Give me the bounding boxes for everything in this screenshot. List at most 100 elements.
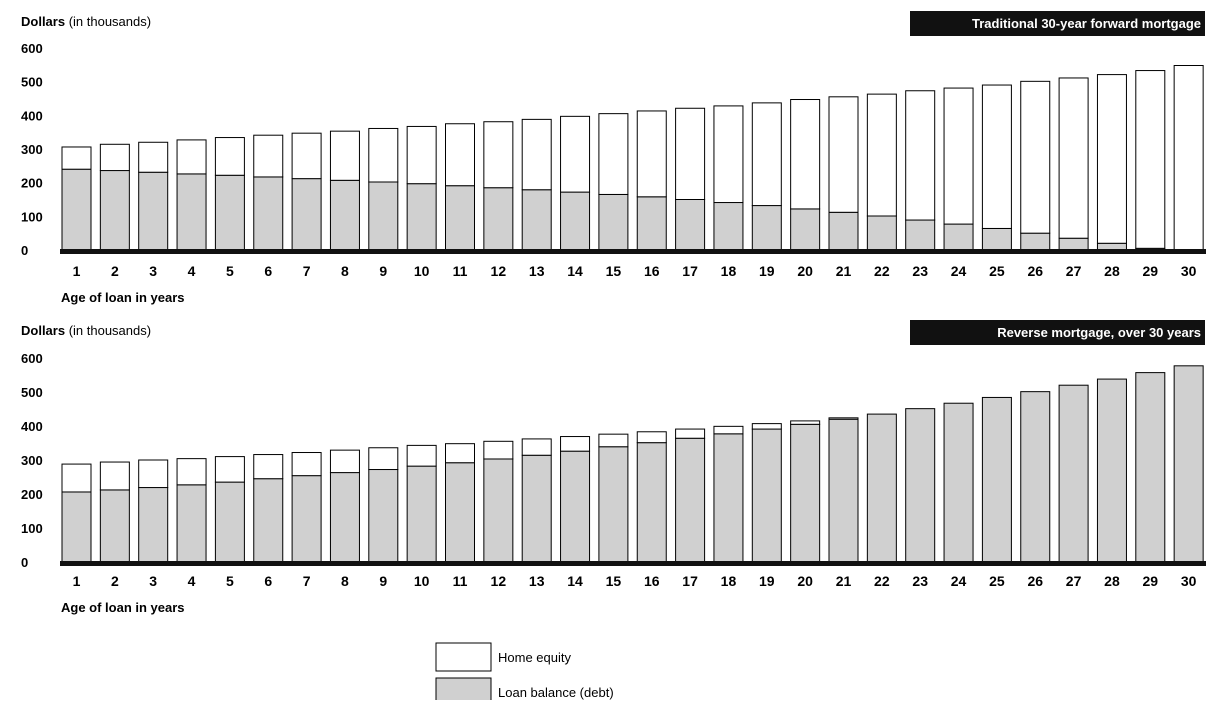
x-tick-label: 1 bbox=[73, 263, 81, 279]
bar-debt bbox=[329, 472, 360, 563]
bar-debt bbox=[828, 418, 859, 563]
bar-debt bbox=[1020, 391, 1051, 563]
bar-equity bbox=[368, 127, 399, 183]
bar-debt bbox=[214, 481, 245, 563]
bar-equity bbox=[1058, 77, 1089, 239]
x-tick-label: 27 bbox=[1066, 573, 1082, 589]
bar-equity bbox=[176, 139, 207, 175]
x-axis-title: Age of loan in years bbox=[61, 600, 185, 615]
bar-debt bbox=[368, 469, 399, 563]
bar-debt bbox=[790, 208, 821, 251]
bar-debt bbox=[445, 462, 475, 563]
x-tick-label: 24 bbox=[951, 263, 967, 279]
x-tick-label: 22 bbox=[874, 263, 890, 279]
x-tick-label: 1 bbox=[73, 573, 81, 589]
bar-equity bbox=[214, 456, 245, 483]
y-tick-label: 0 bbox=[21, 243, 28, 258]
bar-debt bbox=[1058, 384, 1089, 563]
bar-equity bbox=[445, 443, 475, 464]
bar-equity bbox=[99, 143, 130, 172]
bar-equity bbox=[675, 107, 706, 200]
x-tick-label: 3 bbox=[149, 263, 157, 279]
bar-equity bbox=[751, 102, 782, 207]
y-tick-label: 100 bbox=[21, 521, 43, 536]
x-tick-label: 19 bbox=[759, 573, 775, 589]
legend-label-equity: Home equity bbox=[498, 650, 571, 665]
bar-debt bbox=[1096, 242, 1127, 251]
bar-debt bbox=[943, 223, 974, 251]
bar-equity bbox=[406, 444, 437, 467]
bar-debt bbox=[176, 484, 207, 563]
x-tick-label: 5 bbox=[226, 263, 234, 279]
bar-equity bbox=[253, 454, 284, 480]
bar-debt bbox=[828, 211, 859, 251]
bar-debt bbox=[291, 475, 322, 563]
y-tick-label: 200 bbox=[21, 176, 43, 191]
bar-equity bbox=[713, 425, 744, 435]
x-tick-label: 20 bbox=[797, 573, 813, 589]
bar-equity bbox=[1135, 70, 1166, 249]
x-tick-label: 2 bbox=[111, 573, 119, 589]
bar-debt bbox=[981, 396, 1012, 563]
bar-equity bbox=[790, 420, 821, 425]
x-tick-label: 22 bbox=[874, 573, 890, 589]
x-tick-label: 21 bbox=[836, 263, 852, 279]
bar-equity bbox=[1173, 65, 1204, 251]
x-tick-label: 19 bbox=[759, 263, 775, 279]
bar-equity bbox=[99, 461, 130, 491]
bar-equity bbox=[675, 428, 706, 439]
x-tick-label: 26 bbox=[1027, 263, 1043, 279]
x-tick-label: 9 bbox=[379, 573, 387, 589]
bar-equity bbox=[176, 458, 207, 486]
legend-swatch-debt bbox=[435, 677, 492, 705]
bar-equity bbox=[1020, 80, 1051, 234]
x-tick-label: 15 bbox=[606, 573, 622, 589]
x-tick-label: 13 bbox=[529, 263, 545, 279]
bar-equity bbox=[560, 436, 591, 452]
x-axis-title: Age of loan in years bbox=[61, 290, 185, 305]
chart-tag: Traditional 30-year forward mortgage bbox=[972, 16, 1201, 31]
x-tick-label: 3 bbox=[149, 573, 157, 589]
legend-label-debt: Loan balance (debt) bbox=[498, 685, 614, 700]
bar-equity bbox=[943, 87, 974, 225]
bar-equity bbox=[483, 440, 514, 460]
x-tick-label: 18 bbox=[721, 263, 737, 279]
bar-equity bbox=[981, 84, 1012, 229]
y-axis-title: Dollars (in thousands) bbox=[21, 14, 151, 29]
bar-equity bbox=[291, 132, 322, 180]
x-tick-label: 23 bbox=[912, 263, 928, 279]
bar-debt bbox=[905, 408, 936, 563]
bar-equity bbox=[521, 438, 552, 456]
bar-equity bbox=[253, 134, 284, 178]
bar-debt bbox=[943, 402, 974, 563]
x-tick-label: 14 bbox=[567, 263, 583, 279]
bar-equity bbox=[291, 452, 322, 477]
x-tick-label: 13 bbox=[529, 573, 545, 589]
bar-debt bbox=[253, 176, 284, 251]
bar-equity bbox=[905, 90, 936, 221]
bar-equity bbox=[406, 125, 437, 185]
bar-debt bbox=[214, 174, 245, 251]
x-tick-label: 8 bbox=[341, 263, 349, 279]
bar-equity bbox=[368, 447, 399, 471]
bar-equity bbox=[521, 118, 552, 191]
y-axis-title: Dollars (in thousands) bbox=[21, 323, 151, 338]
x-tick-label: 27 bbox=[1066, 263, 1082, 279]
x-tick-label: 4 bbox=[188, 573, 196, 589]
bar-debt bbox=[176, 173, 207, 251]
x-tick-label: 21 bbox=[836, 573, 852, 589]
x-axis-baseline bbox=[60, 249, 1206, 254]
bar-debt bbox=[790, 423, 821, 563]
x-axis-baseline bbox=[60, 561, 1206, 566]
bar-equity bbox=[138, 141, 169, 173]
y-tick-label: 300 bbox=[21, 453, 43, 468]
x-tick-label: 29 bbox=[1143, 263, 1159, 279]
bar-debt bbox=[1058, 237, 1089, 251]
bar-debt bbox=[905, 219, 936, 251]
bar-debt bbox=[713, 202, 744, 251]
x-tick-label: 30 bbox=[1181, 573, 1197, 589]
bar-debt bbox=[521, 189, 552, 251]
x-tick-label: 17 bbox=[682, 263, 698, 279]
x-tick-label: 2 bbox=[111, 263, 119, 279]
chart-tag-background bbox=[910, 320, 1205, 345]
